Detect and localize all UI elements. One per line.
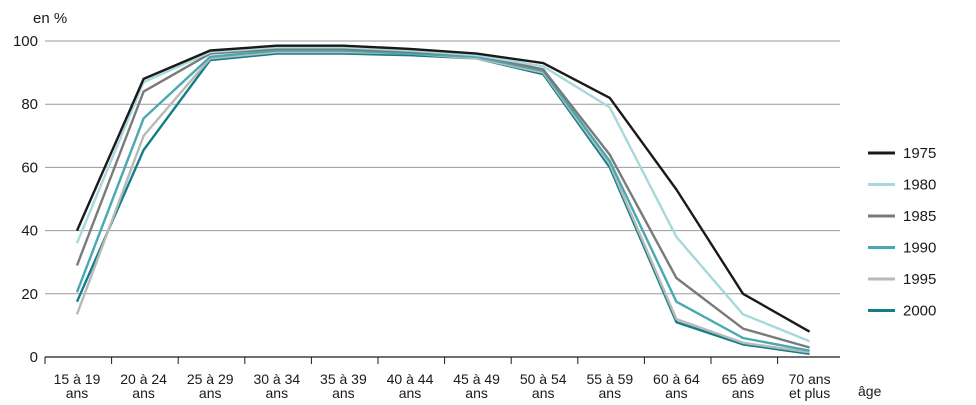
x-tick-label: ans [199,385,222,401]
x-tick-label: 25 à 29 [187,371,234,387]
x-tick-label: 40 à 44 [387,371,434,387]
legend: 1975 1980 1985 1990 1995 2000 [868,145,936,320]
x-tick-label: 30 à 34 [253,371,300,387]
series-line-1995 [75,50,810,354]
x-tick-label: ans [532,385,555,401]
x-tick-label: ans [465,385,488,401]
x-tick-label: 55 à 59 [586,371,633,387]
x-tick-label: ans [665,385,688,401]
x-tick-label: ans [599,385,622,401]
x-tick-label: ans [266,385,289,401]
x-tick-label: 60 à 64 [653,371,700,387]
y-axis-ticks: 0 20 40 60 80 100 [13,33,38,366]
y-axis-label: en % [33,10,67,27]
y-tick-label: 20 [21,286,38,303]
legend-label: 1990 [903,240,936,257]
x-tick-label: 45 à 49 [453,371,500,387]
y-tick-label: 0 [30,349,38,366]
legend-label: 2000 [903,303,936,320]
x-tick-label: 20 à 24 [120,371,167,387]
x-tick-label: ans [66,385,89,401]
series-line-1985 [75,47,810,349]
legend-label: 1995 [903,271,936,288]
x-tick-label: ans [399,385,422,401]
legend-label: 1985 [903,208,936,225]
legend-label: 1980 [903,177,936,194]
x-tick-label: et plus [789,385,830,401]
x-tick-label: ans [132,385,155,401]
series-line-1980 [75,46,811,343]
x-tick-label: 50 à 54 [520,371,567,387]
series-line-2000 [75,52,810,355]
series-lines [75,44,811,355]
x-tick-label: ans [332,385,355,401]
x-tick-label: 35 à 39 [320,371,367,387]
x-tick-label: 70 ans [789,371,831,387]
y-tick-label: 100 [13,33,38,50]
y-tick-label: 40 [21,223,38,240]
y-tick-label: 80 [21,96,38,113]
series-line-1990 [75,49,810,352]
x-tick-label: 65 à69 [722,371,765,387]
x-tick-label: ans [732,385,755,401]
legend-label: 1975 [903,145,936,162]
x-axis-label: âge [858,383,882,399]
series-line-1975 [75,44,811,333]
x-tick-label: 15 à 19 [54,371,101,387]
y-tick-label: 60 [21,159,38,176]
